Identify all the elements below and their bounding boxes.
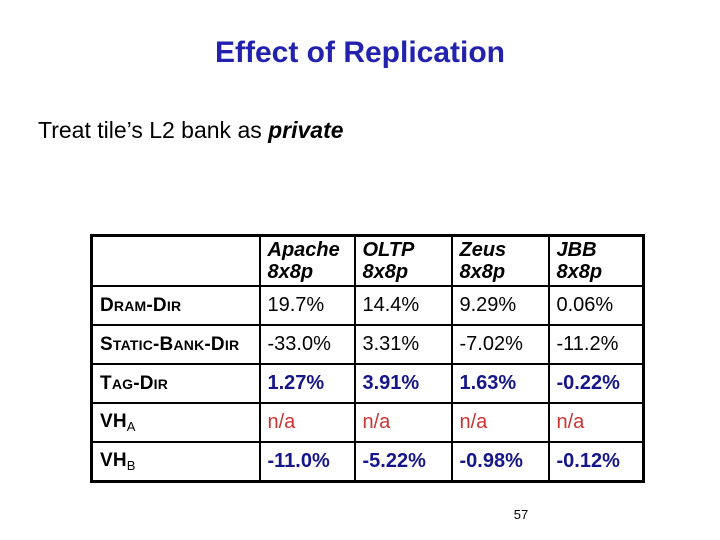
- page-title: Effect of Replication: [214, 36, 506, 69]
- value-cell: n/a: [353, 402, 453, 443]
- table-row-dram-dir: DRAM-DIR 19.7% 14.4% 9.29% 0.06%: [90, 285, 645, 326]
- table-row-vhb: VHB -11.0% -5.22% -0.98% -0.12%: [90, 441, 645, 483]
- value-cell: 19.7%: [258, 285, 356, 326]
- subtitle: Treat tile’s L2 bank as private: [38, 117, 344, 144]
- column-header-apache: Apache 8x8p: [258, 234, 356, 287]
- table-corner-cell: [90, 234, 261, 287]
- header-row: Apache 8x8p OLTP 8x8p Zeus 8x8p JBB 8x8p: [90, 234, 645, 287]
- value-cell: 3.91%: [353, 363, 453, 404]
- page-number: 57: [513, 507, 529, 522]
- column-name: Zeus: [459, 238, 507, 261]
- value-cell: 9.29%: [450, 285, 550, 326]
- column-name: JBB: [556, 238, 597, 261]
- subtitle-text: Treat tile’s L2 bank as: [38, 117, 269, 143]
- column-config: 8x8p: [267, 261, 314, 283]
- subtitle-emphasis: private: [268, 117, 344, 143]
- row-label: TAG-DIR: [90, 363, 261, 404]
- row-label: DRAM-DIR: [90, 285, 261, 326]
- value-cell: -11.2%: [547, 324, 645, 365]
- column-header-oltp: OLTP 8x8p: [353, 234, 453, 287]
- value-cell: n/a: [450, 402, 550, 443]
- value-cell: -0.22%: [547, 363, 645, 404]
- table-row-vha: VHA n/a n/a n/a n/a: [90, 402, 645, 443]
- value-cell: -0.12%: [547, 441, 645, 483]
- column-config: 8x8p: [556, 261, 603, 283]
- results-table: Apache 8x8p OLTP 8x8p Zeus 8x8p JBB 8x8p DRAM-D…: [90, 234, 645, 483]
- column-name: Apache: [267, 238, 340, 261]
- value-cell: -5.22%: [353, 441, 453, 483]
- value-cell: 3.31%: [353, 324, 453, 365]
- value-cell: 0.06%: [547, 285, 645, 326]
- table-row-tag-dir: TAG-DIR 1.27% 3.91% 1.63% -0.22%: [90, 363, 645, 404]
- row-label: VHB: [90, 441, 261, 483]
- table-header: Apache 8x8p OLTP 8x8p Zeus 8x8p JBB 8x8p: [90, 234, 645, 287]
- table-row-static-bank-dir: STATIC-BANK-DIR -33.0% 3.31% -7.02% -11.2%: [90, 324, 645, 365]
- value-cell: n/a: [547, 402, 645, 443]
- value-cell: 14.4%: [353, 285, 453, 326]
- value-cell: -7.02%: [450, 324, 550, 365]
- row-label: VHA: [90, 402, 261, 443]
- value-cell: n/a: [258, 402, 356, 443]
- row-label: STATIC-BANK-DIR: [90, 324, 261, 365]
- value-cell: -0.98%: [450, 441, 550, 483]
- column-config: 8x8p: [459, 261, 506, 283]
- value-cell: -11.0%: [258, 441, 356, 483]
- column-header-jbb: JBB 8x8p: [547, 234, 645, 287]
- column-name: OLTP: [362, 238, 415, 261]
- column-header-zeus: Zeus 8x8p: [450, 234, 550, 287]
- value-cell: 1.63%: [450, 363, 550, 404]
- value-cell: -33.0%: [258, 324, 356, 365]
- value-cell: 1.27%: [258, 363, 356, 404]
- column-config: 8x8p: [362, 261, 409, 283]
